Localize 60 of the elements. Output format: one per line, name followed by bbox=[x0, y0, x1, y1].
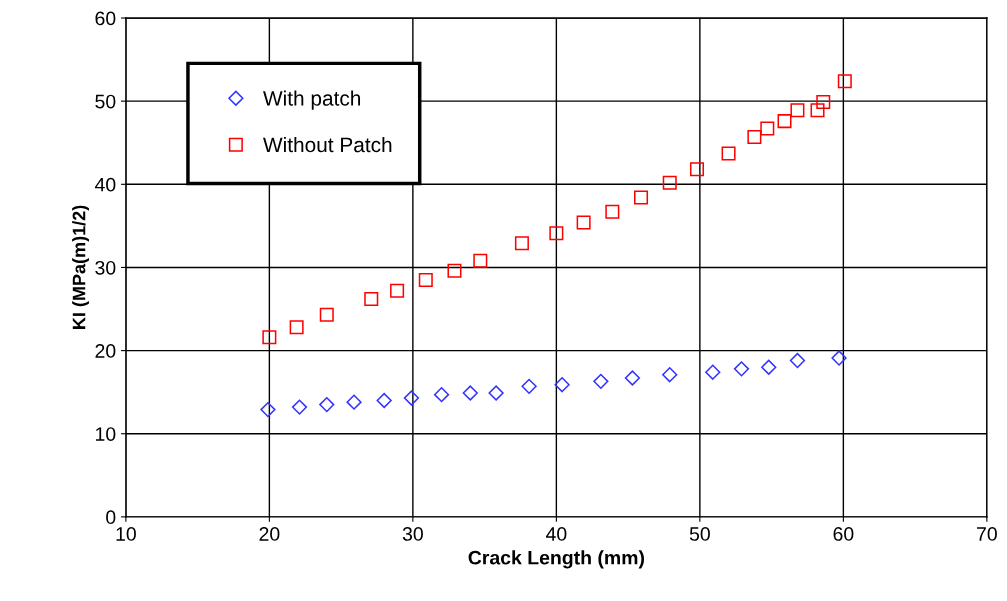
point bbox=[549, 226, 564, 241]
point bbox=[418, 272, 433, 287]
point bbox=[634, 190, 649, 205]
point bbox=[488, 385, 504, 401]
point bbox=[662, 367, 678, 383]
y-tick-label: 60 bbox=[95, 11, 116, 26]
point bbox=[514, 236, 529, 251]
point bbox=[760, 121, 775, 136]
x-tick-label: 70 bbox=[977, 527, 997, 541]
legend-label: Without Patch bbox=[263, 136, 392, 153]
x-axis-title: Crack Length (mm) bbox=[468, 550, 644, 569]
x-tick-label: 10 bbox=[116, 527, 136, 541]
x-tick-label: 20 bbox=[259, 527, 280, 541]
point bbox=[747, 129, 762, 144]
point bbox=[260, 401, 276, 418]
x-tick-label: 40 bbox=[546, 527, 567, 541]
y-tick-label: 30 bbox=[95, 260, 116, 275]
x-tick-label: 50 bbox=[689, 527, 710, 541]
point bbox=[403, 390, 420, 406]
point bbox=[473, 253, 488, 268]
point bbox=[433, 387, 450, 403]
point bbox=[605, 204, 620, 219]
point bbox=[705, 364, 721, 380]
point bbox=[554, 377, 570, 393]
point bbox=[624, 370, 641, 386]
point bbox=[346, 394, 362, 410]
point bbox=[662, 175, 677, 190]
point bbox=[462, 385, 478, 401]
point bbox=[364, 292, 379, 307]
point bbox=[447, 263, 462, 278]
point bbox=[262, 330, 277, 345]
point bbox=[376, 392, 392, 409]
point bbox=[761, 359, 777, 375]
point bbox=[777, 114, 792, 129]
y-tick-label: 20 bbox=[95, 344, 116, 358]
point bbox=[810, 103, 825, 118]
legend-label: With patch bbox=[263, 90, 361, 110]
point bbox=[289, 320, 304, 335]
point bbox=[837, 74, 852, 89]
y-tick-label: 0 bbox=[106, 510, 116, 525]
point bbox=[816, 94, 831, 110]
point bbox=[789, 352, 806, 369]
point bbox=[576, 215, 591, 230]
x-tick-label: 30 bbox=[402, 527, 423, 541]
y-axis-title: KI (MPa(m)1/2) bbox=[72, 205, 89, 329]
point bbox=[319, 307, 334, 322]
y-tick-label: 40 bbox=[94, 177, 116, 192]
y-tick-label: 10 bbox=[96, 427, 116, 441]
point bbox=[593, 373, 609, 389]
point bbox=[689, 162, 705, 177]
point bbox=[521, 378, 537, 394]
point bbox=[319, 396, 335, 413]
point bbox=[291, 399, 308, 415]
point bbox=[733, 361, 750, 377]
point bbox=[790, 103, 805, 118]
point bbox=[721, 146, 736, 161]
y-tick-label: 50 bbox=[95, 94, 116, 109]
point bbox=[390, 283, 405, 298]
point bbox=[831, 350, 847, 366]
x-tick-label: 60 bbox=[833, 527, 854, 541]
